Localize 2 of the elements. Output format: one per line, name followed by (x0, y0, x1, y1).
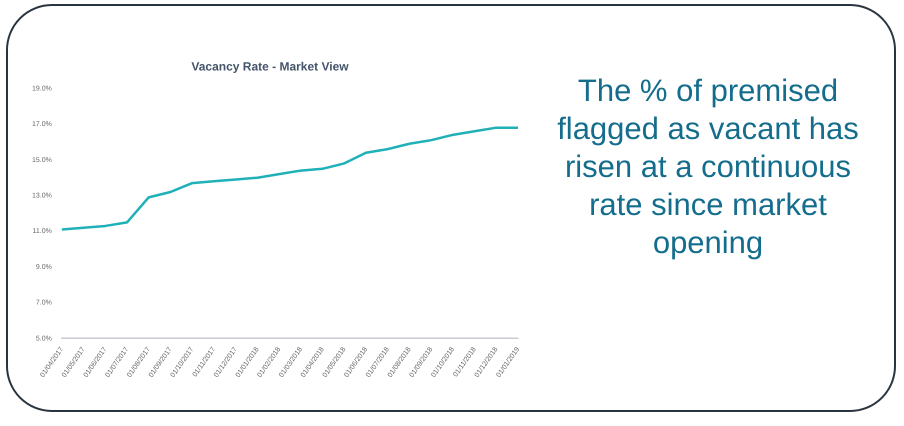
chart-title: Vacancy Rate - Market View (191, 60, 350, 74)
text: The % of premised flagged as vacant has risen at a continuous rate since market opening (556, 72, 860, 262)
